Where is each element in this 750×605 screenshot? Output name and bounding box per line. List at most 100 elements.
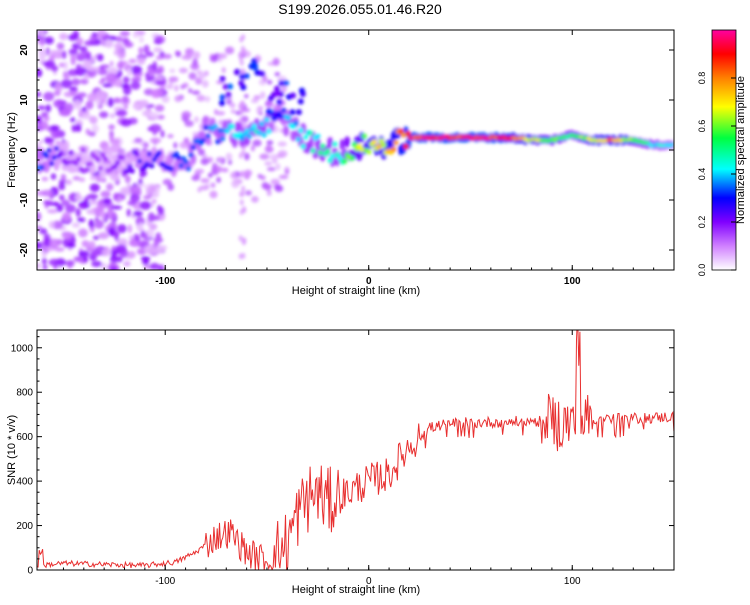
spectrogram-noise-cell bbox=[162, 53, 172, 60]
spectrogram-noise-cell bbox=[76, 53, 86, 62]
spectrogram-ridge-core bbox=[351, 142, 358, 148]
spectrogram-noise-cell bbox=[244, 152, 250, 161]
spectrogram-noise-cell bbox=[196, 94, 206, 102]
snr-ytick-label: 400 bbox=[16, 477, 33, 488]
snr-ylabel: SNR (10 * v/v) bbox=[6, 415, 18, 485]
spectrogram-noise-cell bbox=[63, 61, 69, 71]
spectrogram-noise-cell bbox=[270, 178, 281, 185]
spectrogram-noise-cell bbox=[149, 262, 160, 270]
spectrogram-noise-cell bbox=[71, 124, 77, 133]
spectrogram-noise-cell bbox=[60, 173, 67, 181]
spectrogram-ridge-core bbox=[405, 131, 411, 137]
spectrogram-noise-cell bbox=[151, 88, 164, 97]
spectrogram-noise-cell bbox=[264, 185, 272, 191]
spectrogram-noise-cell bbox=[53, 99, 65, 108]
spectrogram-noise-cell bbox=[37, 225, 43, 231]
spectrogram-ridge-core bbox=[229, 123, 235, 130]
spectrogram-noise-cell bbox=[105, 210, 117, 220]
spectrogram-branch-cell bbox=[275, 90, 282, 97]
spectrogram-noise-cell bbox=[117, 49, 126, 60]
spectrogram-noise-cell bbox=[173, 142, 178, 149]
spectrogram-noise-cell bbox=[153, 39, 163, 45]
spectrogram-noise-cell bbox=[128, 58, 137, 64]
spectrogram-noise-cell bbox=[152, 60, 158, 71]
spectrogram-ridge-core bbox=[310, 148, 316, 154]
spectrogram-noise-cell bbox=[37, 68, 43, 78]
spectrogram-ridge-core bbox=[156, 150, 162, 156]
colorbar-label: Normalized spectral amplitude bbox=[735, 76, 747, 224]
spectrogram-branch-cell bbox=[238, 80, 245, 87]
spectrogram-ridge-halo bbox=[314, 138, 321, 149]
spectrogram-noise-cell bbox=[67, 166, 78, 174]
colorbar-ticks: 0.0 0.2 0.4 0.6 0.8 bbox=[697, 72, 736, 276]
spectrogram-noise-cell bbox=[110, 266, 117, 270]
spectrogram-xtick-label: 100 bbox=[564, 276, 581, 287]
spectrogram-ridge-core bbox=[51, 154, 57, 161]
spectrogram-ridge-core bbox=[202, 124, 209, 131]
spectrogram-ridge-core bbox=[129, 168, 135, 174]
spectrogram-noise-cell bbox=[75, 191, 81, 200]
spectrogram-noise-cell bbox=[65, 260, 75, 267]
snr-background bbox=[37, 330, 674, 570]
spectrogram-noise-cell bbox=[105, 72, 117, 83]
spectrogram-branch-cell bbox=[271, 110, 278, 117]
spectrogram-branch-cell bbox=[234, 68, 241, 75]
spectrogram-ridge-core bbox=[83, 167, 89, 173]
spectrogram-branch-cell bbox=[252, 64, 258, 71]
spectrogram-noise-cell bbox=[259, 91, 266, 99]
spectrogram-noise-cell bbox=[191, 90, 201, 95]
spectrogram-noise-cell bbox=[143, 44, 150, 54]
spectrogram-noise-cell bbox=[112, 97, 122, 104]
spectrogram-noise-cell bbox=[132, 32, 139, 38]
spectrogram-noise-cell bbox=[41, 250, 47, 258]
spectrogram-noise-cell bbox=[89, 175, 97, 181]
spectrogram-ridge-core bbox=[381, 142, 387, 148]
spectrogram-noise-cell bbox=[148, 185, 157, 193]
spectrogram-noise-cell bbox=[178, 67, 188, 74]
spectrogram-ridge-core bbox=[68, 150, 74, 156]
spectrogram-ridge-halo bbox=[307, 139, 314, 151]
spectrogram-noise-cell bbox=[221, 167, 229, 173]
spectrogram-noise-cell bbox=[37, 211, 42, 222]
spectrogram-noise-cell bbox=[115, 36, 123, 42]
colorbar-gradient bbox=[711, 29, 737, 271]
spectrogram-ytick-label: -10 bbox=[19, 192, 30, 207]
spectrogram-noise-cell bbox=[278, 174, 289, 180]
spectrogram-noise-cell bbox=[91, 124, 99, 134]
spectrogram-noise-cell bbox=[143, 88, 154, 96]
spectrogram-noise-cell bbox=[280, 84, 287, 93]
spectrogram-noise-cell bbox=[260, 175, 266, 181]
spectrogram-ridge-core bbox=[278, 113, 284, 120]
spectrogram-noise-cell bbox=[79, 46, 88, 53]
spectrogram-ridge-halo bbox=[283, 125, 290, 137]
spectrogram-ridge-core bbox=[173, 151, 179, 157]
spectrogram-noise-cell bbox=[115, 244, 127, 253]
spectrogram-noise-cell bbox=[72, 176, 81, 181]
spectrogram-noise-cell bbox=[128, 235, 135, 240]
spectrogram-ridge-core bbox=[46, 147, 52, 153]
colorbar-tick-label: 0.2 bbox=[697, 216, 707, 229]
spectrogram-noise-cell bbox=[128, 239, 138, 247]
spectrogram-branch-cell bbox=[219, 75, 226, 82]
spectrogram-noise-cell bbox=[274, 72, 281, 77]
snr-xlabel: Height of straight line (km) bbox=[292, 584, 420, 596]
spectrogram-noise-cell bbox=[277, 150, 288, 158]
spectrogram-noise-cell bbox=[143, 195, 152, 200]
spectrogram-noise-cell bbox=[210, 182, 216, 188]
spectrogram-noise-cell bbox=[201, 80, 209, 88]
spectrogram-noise-cell bbox=[75, 123, 82, 133]
spectrogram-ridge-halo bbox=[339, 139, 346, 151]
spectrogram-ridge-core bbox=[112, 164, 118, 170]
spectrogram-noise-cell bbox=[139, 173, 145, 178]
spectrogram-noise-cell bbox=[43, 91, 55, 102]
snr-ytick-label: 200 bbox=[16, 521, 33, 532]
spectrogram-ridge-core bbox=[80, 147, 86, 153]
spectrogram-ridge-core bbox=[400, 132, 406, 138]
spectrogram-branch-cell bbox=[289, 109, 296, 116]
spectrogram-noise-cell bbox=[241, 185, 246, 192]
spectrogram-branch-cell bbox=[274, 85, 280, 92]
spectrogram-branch-cell bbox=[243, 73, 250, 79]
spectrogram-noise-cell bbox=[209, 190, 218, 199]
spectrogram-noise-cell bbox=[192, 58, 198, 67]
spectrogram-noise-cell bbox=[39, 139, 44, 144]
